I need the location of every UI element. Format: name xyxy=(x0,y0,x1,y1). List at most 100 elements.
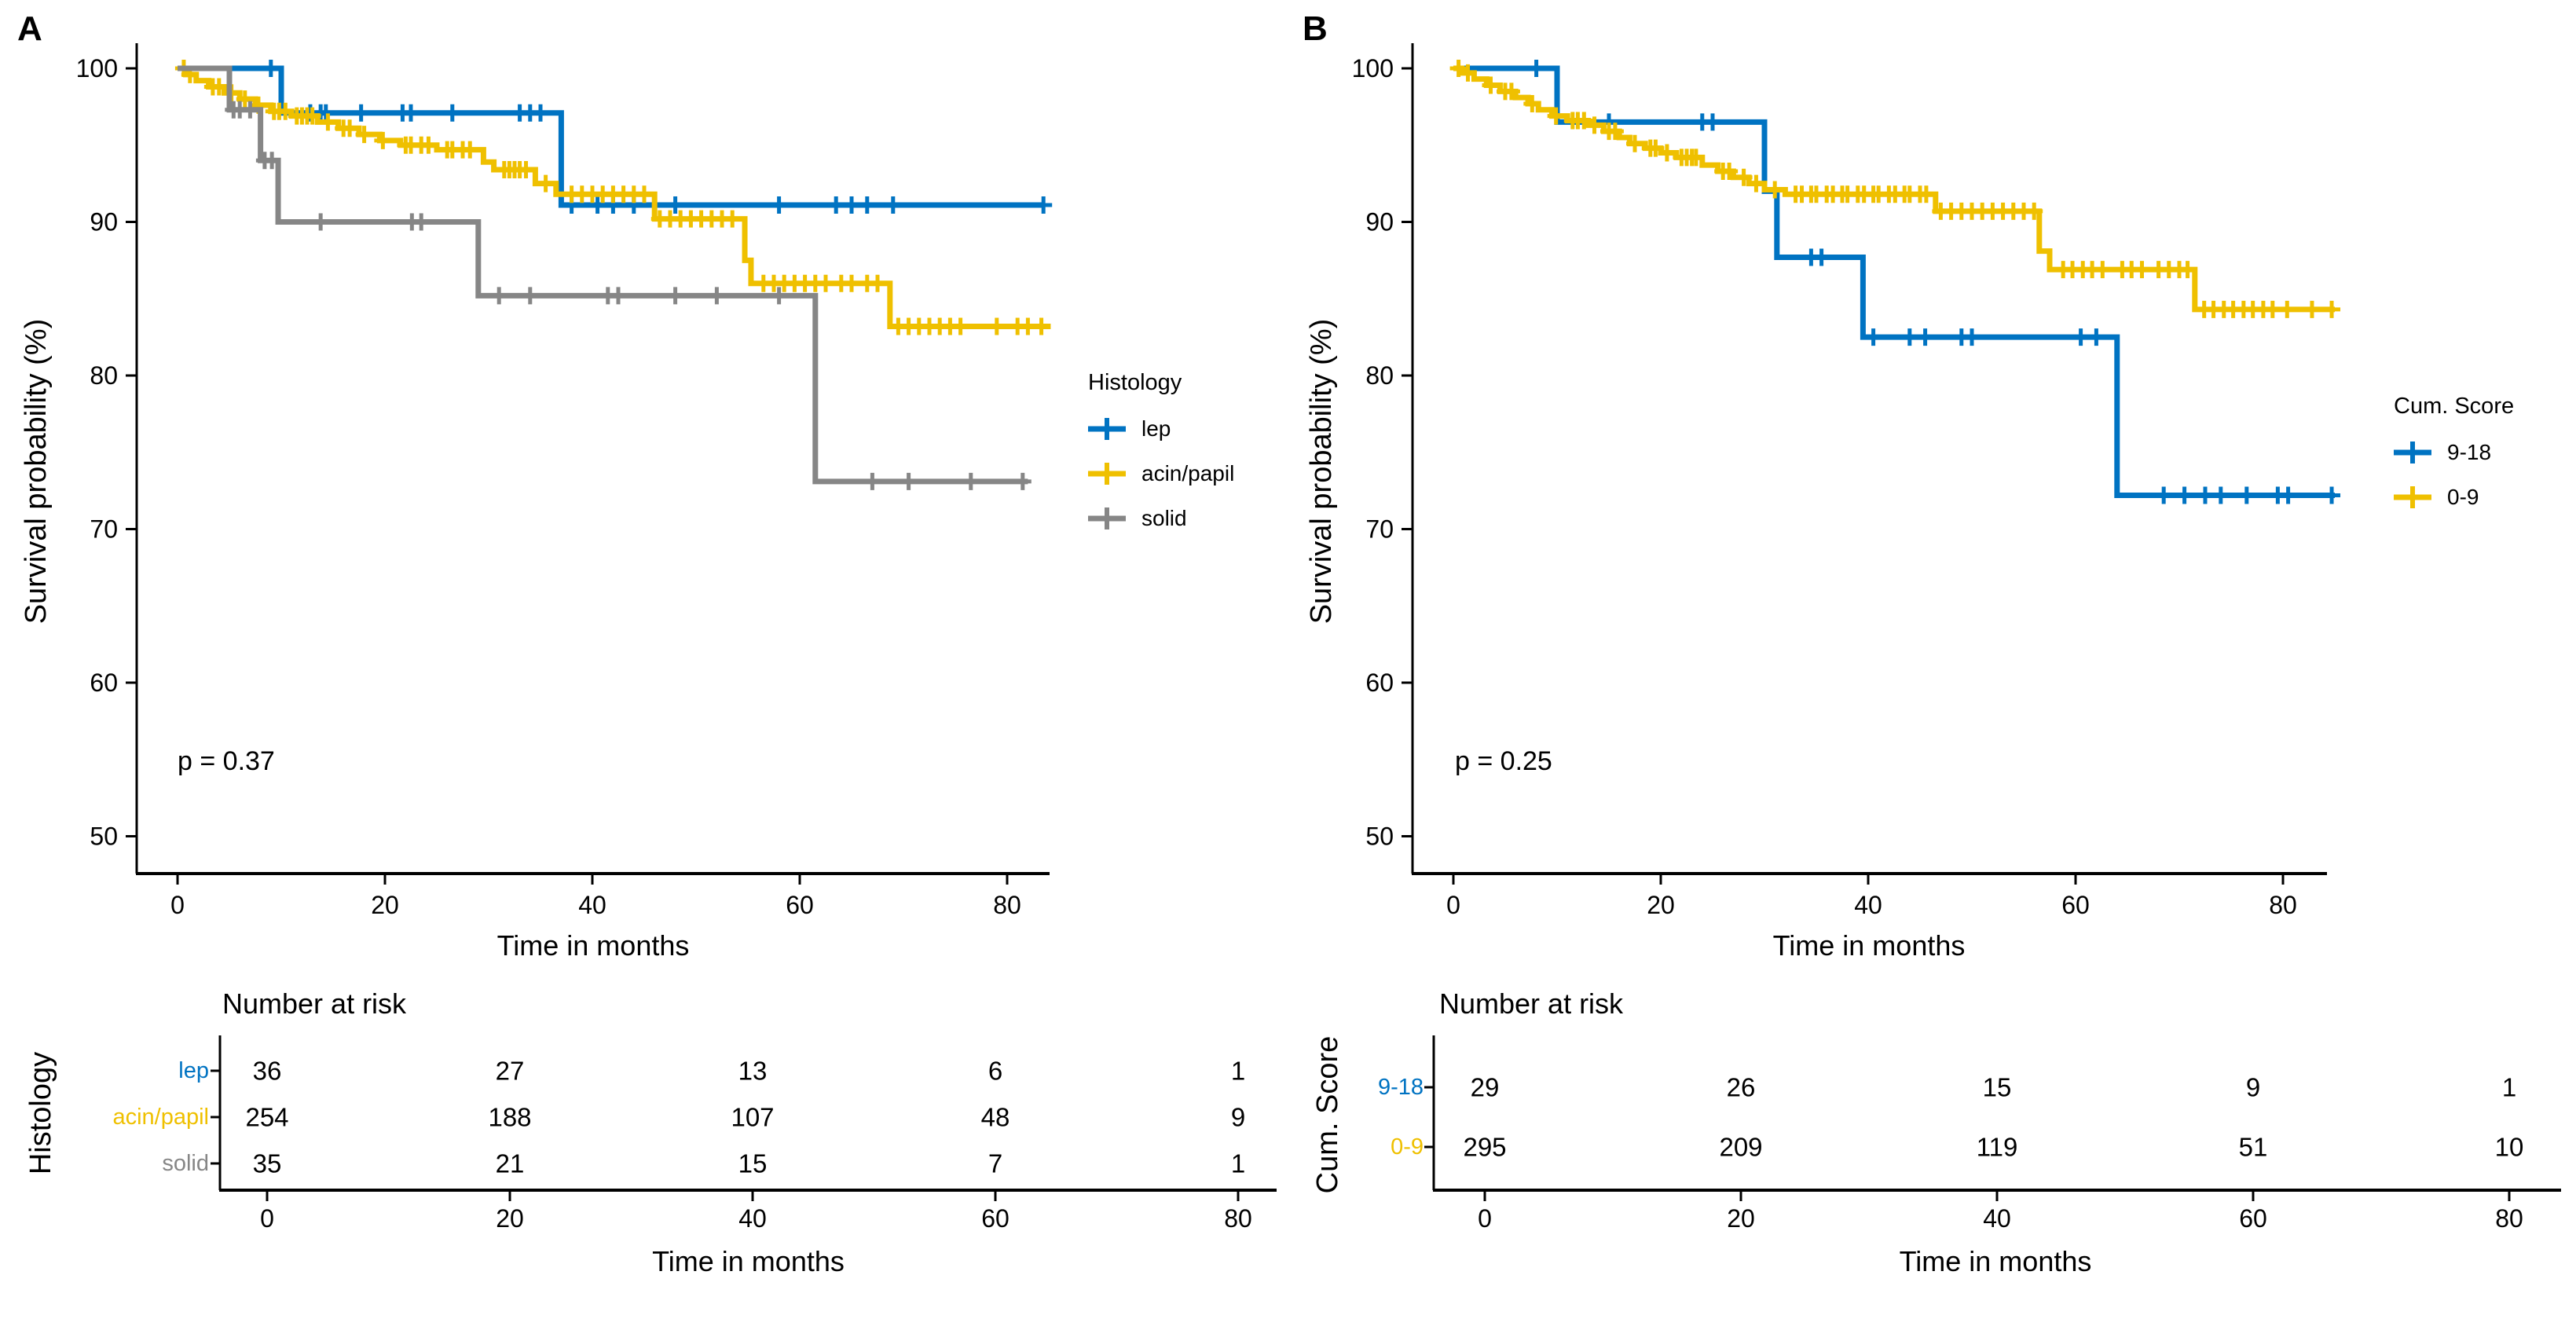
x-tick-label: 20 xyxy=(371,891,399,919)
x-axis-title-b: Time in months xyxy=(1772,929,1966,962)
risk-count: 1 xyxy=(2502,1073,2516,1102)
risk-row-label-lep: lep xyxy=(178,1058,209,1083)
risk-table-x-tick-label: 80 xyxy=(1224,1204,1252,1233)
risk-count: 13 xyxy=(738,1057,768,1086)
censor-marks-lep xyxy=(262,60,1053,214)
legend-item-label: 0-9 xyxy=(2447,485,2479,509)
legend-item-0-9: 0-9 xyxy=(2394,480,2514,515)
y-tick-label: 60 xyxy=(1365,669,1394,697)
x-tick-label: 40 xyxy=(578,891,606,919)
risk-table-x-tick-label: 0 xyxy=(1478,1204,1492,1233)
panel-a-label: A xyxy=(17,9,42,48)
y-tick-label: 90 xyxy=(90,208,118,236)
legend-item-acin-papil: acin/papil xyxy=(1088,456,1234,491)
legend-item-9-18: 9-18 xyxy=(2394,435,2514,470)
risk-count: 188 xyxy=(488,1103,531,1132)
risk-table-axis-label-b: Cum. Score xyxy=(1311,1035,1344,1194)
panel-A: 100 90 80 70 60 50 0 20 40 60 80 0 20 40 60 80 36 27 13 6 1 2… xyxy=(76,43,1277,1233)
y-tick-label: 80 xyxy=(90,361,118,390)
x-tick-label: 0 xyxy=(170,891,185,919)
risk-table-x-tick-label: 60 xyxy=(2239,1204,2267,1233)
legend-key-line-plus-icon xyxy=(1088,418,1126,440)
legend-title: Histology xyxy=(1088,370,1182,395)
km-curve-9-18 xyxy=(1453,65,2335,498)
risk-table-x-tick-label: 40 xyxy=(1983,1204,2011,1233)
y-tick-label: 60 xyxy=(90,669,118,697)
risk-table-title-a: Number at risk xyxy=(222,987,407,1020)
censor-marks-0-9 xyxy=(1449,60,2341,318)
x-tick-label: 80 xyxy=(993,891,1021,919)
x-tick-label: 60 xyxy=(786,891,814,919)
legend-item-label: 9-18 xyxy=(2447,440,2492,464)
legend-title: Cum. Score xyxy=(2394,394,2515,419)
risk-count: 15 xyxy=(738,1149,768,1178)
x-tick-label: 60 xyxy=(2061,891,2090,919)
risk-table-x-title-a: Time in months xyxy=(652,1245,845,1277)
risk-row-label-0-9: 0-9 xyxy=(1391,1134,1424,1160)
y-tick-label: 70 xyxy=(1365,515,1394,544)
y-tick-label: 80 xyxy=(1365,361,1394,390)
legend-item-lep: lep xyxy=(1088,412,1234,446)
risk-count: 254 xyxy=(245,1103,288,1132)
legend-key-line-plus-icon xyxy=(2394,486,2431,508)
km-curve-lep xyxy=(178,65,1045,208)
legend-item-label: solid xyxy=(1141,506,1187,530)
y-tick-label: 90 xyxy=(1365,208,1394,236)
risk-count: 10 xyxy=(2495,1133,2524,1162)
x-tick-label: 80 xyxy=(2269,891,2297,919)
km-curve-solid xyxy=(178,65,1028,485)
x-tick-label: 40 xyxy=(1854,891,1882,919)
legend-item-label: acin/papil xyxy=(1141,461,1235,485)
risk-count: 6 xyxy=(988,1057,1002,1086)
legend-item-label: lep xyxy=(1141,416,1171,441)
risk-count: 295 xyxy=(1463,1133,1506,1162)
y-tick-label: 50 xyxy=(1365,823,1394,851)
p-value-a: p = 0.37 xyxy=(178,746,275,776)
risk-row-label-9-18: 9-18 xyxy=(1377,1075,1424,1100)
legend-cum-score: Cum. Score 9-18 0-9 xyxy=(2394,393,2514,525)
risk-table-x-title-b: Time in months xyxy=(1899,1245,2092,1277)
legend-key-line-plus-icon xyxy=(2394,442,2431,463)
x-tick-label: 0 xyxy=(1446,891,1460,919)
risk-count: 1 xyxy=(1231,1057,1245,1086)
risk-row-label-acin-papil: acin/papil xyxy=(112,1105,209,1130)
risk-table-x-tick-label: 80 xyxy=(2495,1204,2523,1233)
legend-key-line-plus-icon xyxy=(1088,507,1126,529)
y-axis-title-b: Survival probability (%) xyxy=(1305,318,1338,625)
risk-row-label-solid: solid xyxy=(162,1151,209,1176)
risk-table-x-tick-label: 40 xyxy=(738,1204,767,1233)
risk-count: 15 xyxy=(1983,1073,2012,1102)
legend-histology: Histology lep acin/papil solid xyxy=(1088,369,1234,546)
risk-table-x-tick-label: 0 xyxy=(260,1204,274,1233)
risk-table-x-tick-label: 60 xyxy=(981,1204,1010,1233)
censor-marks-solid xyxy=(225,101,1031,490)
risk-table-title-b: Number at risk xyxy=(1439,987,1624,1020)
risk-count: 36 xyxy=(253,1057,282,1086)
x-axis-title-a: Time in months xyxy=(497,929,690,962)
risk-count: 29 xyxy=(1471,1073,1500,1102)
risk-table-x-tick-label: 20 xyxy=(496,1204,524,1233)
risk-count: 48 xyxy=(981,1103,1010,1132)
risk-count: 1 xyxy=(1231,1149,1245,1178)
p-value-b: p = 0.25 xyxy=(1455,746,1552,776)
risk-count: 27 xyxy=(496,1057,525,1086)
risk-count: 51 xyxy=(2239,1133,2268,1162)
panel-b-label: B xyxy=(1303,9,1328,48)
risk-count: 9 xyxy=(2246,1073,2260,1102)
y-tick-label: 100 xyxy=(1352,54,1394,82)
risk-count: 9 xyxy=(1231,1103,1245,1132)
y-tick-label: 100 xyxy=(76,54,118,82)
y-tick-label: 70 xyxy=(90,515,118,544)
risk-count: 209 xyxy=(1719,1133,1762,1162)
panel-B: 100 90 80 70 60 50 0 20 40 60 80 0 20 40 60 80 29 26 15 9 1 2… xyxy=(1352,43,2561,1233)
legend-key-line-plus-icon xyxy=(1088,463,1126,485)
legend-item-solid: solid xyxy=(1088,501,1234,536)
risk-count: 21 xyxy=(496,1149,525,1178)
censor-marks-9-18 xyxy=(1527,60,2341,504)
risk-count: 107 xyxy=(731,1103,774,1132)
risk-count: 35 xyxy=(253,1149,282,1178)
y-tick-label: 50 xyxy=(90,823,118,851)
risk-count: 7 xyxy=(988,1149,1002,1178)
